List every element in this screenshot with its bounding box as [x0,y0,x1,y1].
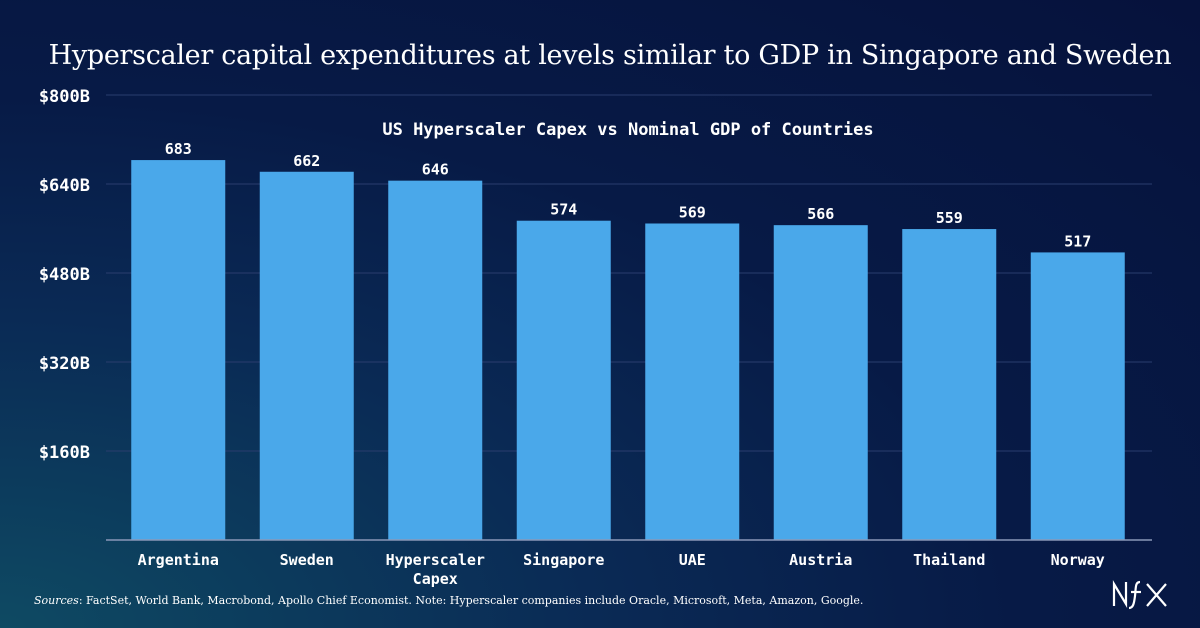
x-tick-label: UAE [679,551,706,569]
bar [645,223,740,540]
x-tick-label-line: Argentina [138,551,219,569]
x-tick-label-line: Singapore [523,551,604,569]
x-tick-label: Sweden [280,551,334,569]
data-label: 566 [807,205,834,223]
sources-label: Sources [34,594,79,607]
x-tick-label: Hyperscaler Capex [386,551,485,588]
data-label: 574 [550,201,577,219]
x-tick-label-line: UAE [679,551,706,569]
x-tick-label-line: Capex [413,570,458,588]
x-tick-label-line: Hyperscaler [386,551,485,569]
data-label: 662 [293,152,320,170]
bars [131,160,1125,541]
y-tick-label: $640B [39,176,90,196]
chart-title: US Hyperscaler Capex vs Nominal GDP of C… [382,120,873,140]
bar [131,160,226,541]
x-tick-label: Thailand [913,551,985,569]
bar [259,171,354,540]
y-tick-label: $800B [39,87,90,107]
bar [902,229,997,540]
x-axis-ticks: Argentina Sweden Hyperscaler Capex Singapore… [138,551,1105,588]
sources-text: : FactSet, World Bank, Macrobond, Apollo… [78,594,864,607]
page-title: Hyperscaler capital expenditures at leve… [48,40,1172,71]
x-tick-label-line: Sweden [280,551,334,569]
y-axis-ticks: $160B $320B $480B $640B $800B [39,87,90,463]
x-tick-label: Norway [1051,551,1105,569]
data-label: 559 [936,209,963,227]
y-tick-label: $480B [39,265,90,285]
x-tick-label: Argentina [138,551,219,569]
x-tick-label: Singapore [523,551,604,569]
bar [773,225,868,540]
y-tick-label: $320B [39,354,90,374]
y-tick-label: $160B [39,443,90,463]
bar [1030,252,1125,540]
x-tick-label-line: Thailand [913,551,985,569]
data-label: 646 [422,161,449,179]
bar [388,180,483,540]
x-tick-label: Austria [789,551,852,569]
bar [516,220,611,540]
sources-note: Sources: FactSet, World Bank, Macrobond,… [34,594,863,607]
data-label: 569 [679,203,706,221]
data-labels: 683 662 646 574 569 566 559 517 [165,140,1092,250]
x-tick-label-line: Norway [1051,551,1105,569]
nfx-logo [1112,580,1167,610]
data-label: 683 [165,140,192,158]
x-tick-label-line: Austria [789,551,852,569]
data-label: 517 [1064,232,1091,250]
